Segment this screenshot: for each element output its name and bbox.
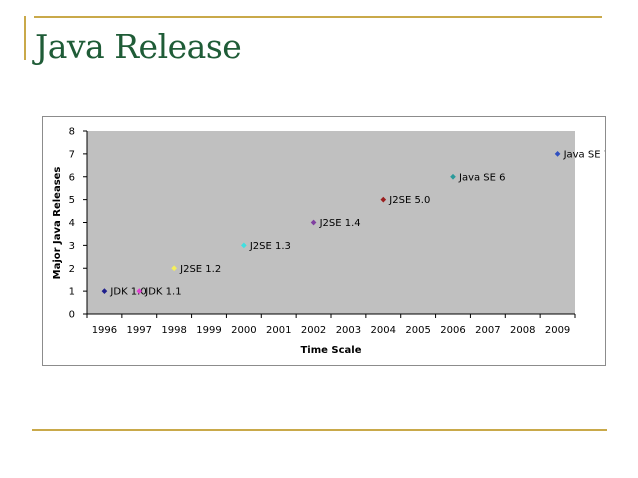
y-tick-label: 8 bbox=[69, 127, 75, 138]
y-axis-ticks: 0 1 2 3 4 5 6 7 8 bbox=[69, 127, 87, 321]
x-tick-label: 2001 bbox=[266, 325, 291, 336]
data-point-marker bbox=[380, 196, 387, 203]
y-tick-label: 7 bbox=[69, 149, 75, 160]
data-point-marker bbox=[136, 288, 143, 294]
plot-area bbox=[87, 131, 575, 314]
data-point-marker bbox=[101, 288, 108, 294]
top-accent-rule bbox=[34, 16, 602, 18]
data-point-marker bbox=[171, 265, 177, 272]
y-tick-label: 0 bbox=[69, 310, 75, 321]
scatter-chart: 0 1 2 3 4 5 6 7 8 1996 1997 1998 1999 2000 2001 2002 20… bbox=[52, 127, 610, 357]
chart-container: 0 1 2 3 4 5 6 7 8 1996 1997 1998 1999 2000 2001 2002 20… bbox=[42, 116, 610, 366]
y-axis-title: Major Java Releases bbox=[52, 167, 63, 280]
left-accent-rule bbox=[24, 16, 26, 60]
data-point-marker bbox=[241, 242, 247, 249]
y-tick-label: 4 bbox=[69, 218, 75, 229]
x-tick-label: 2008 bbox=[510, 325, 535, 336]
x-tick-label: 2005 bbox=[405, 325, 430, 336]
y-tick-label: 1 bbox=[69, 287, 75, 298]
data-point-label: J2SE 5.0 bbox=[388, 195, 430, 206]
data-point-label: Java SE 7 bbox=[563, 149, 605, 160]
y-tick-label: 3 bbox=[69, 241, 75, 252]
x-tick-label: 1998 bbox=[161, 325, 186, 336]
data-point-label: J2SE 1.4 bbox=[319, 218, 361, 229]
x-tick-label: 1999 bbox=[196, 325, 221, 336]
x-tick-label: 1996 bbox=[92, 325, 117, 336]
x-tick-label: 2004 bbox=[371, 325, 396, 336]
slide-title: Java Release bbox=[35, 27, 242, 66]
data-point-label: JDK 1.1 bbox=[144, 287, 181, 298]
x-axis-ticks: 1996 1997 1998 1999 2000 2001 2002 2003 2004 2005… bbox=[86, 314, 576, 336]
x-tick-label: 2007 bbox=[475, 325, 500, 336]
bottom-accent-rule bbox=[32, 429, 607, 431]
data-point-label: J2SE 1.2 bbox=[179, 264, 221, 275]
y-tick-label: 6 bbox=[69, 172, 75, 183]
data-point-marker bbox=[554, 151, 561, 157]
data-point-label: J2SE 1.3 bbox=[249, 241, 291, 252]
x-axis-title: Time Scale bbox=[300, 345, 361, 356]
x-tick-label: 2006 bbox=[440, 325, 465, 336]
y-tick-label: 2 bbox=[69, 264, 75, 275]
data-point-label: JDK 1.0 bbox=[109, 287, 146, 298]
x-tick-label: 2009 bbox=[545, 325, 570, 336]
x-tick-label: 2002 bbox=[301, 325, 326, 336]
data-point-label: Java SE 6 bbox=[458, 172, 506, 183]
x-tick-label: 1997 bbox=[127, 325, 152, 336]
y-tick-label: 5 bbox=[69, 195, 75, 206]
data-point-marker bbox=[310, 219, 317, 226]
x-tick-label: 2000 bbox=[231, 325, 256, 336]
x-tick-label: 2003 bbox=[336, 325, 361, 336]
